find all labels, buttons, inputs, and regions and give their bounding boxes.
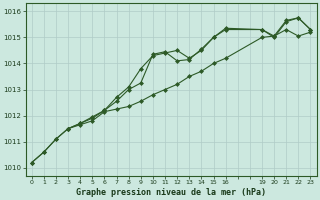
X-axis label: Graphe pression niveau de la mer (hPa): Graphe pression niveau de la mer (hPa) — [76, 188, 266, 197]
